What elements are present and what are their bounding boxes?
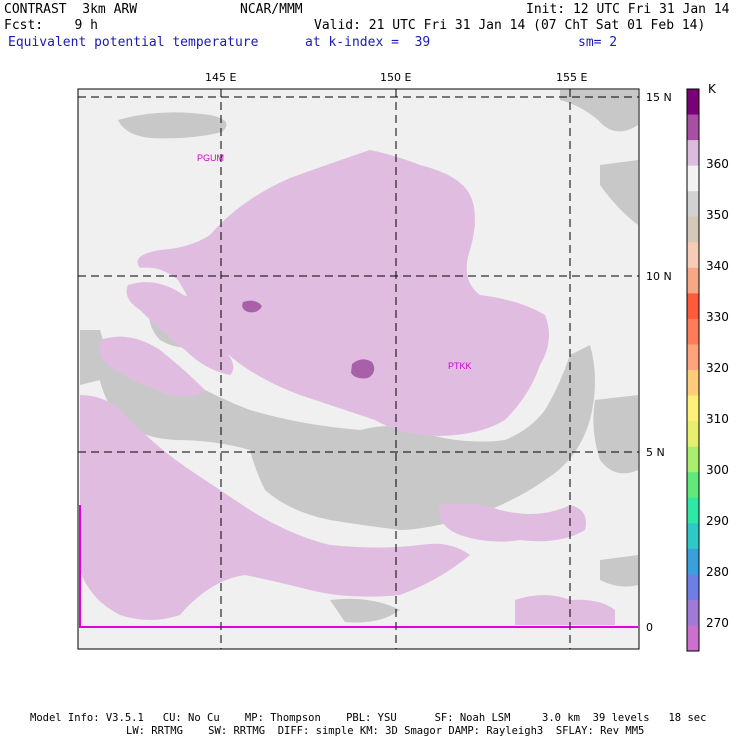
colorbar-label: 310 bbox=[706, 412, 729, 426]
valid-time: Valid: 21 UTC Fri 31 Jan 14 (07 ChT Sat … bbox=[314, 18, 706, 33]
colorbar-swatch bbox=[687, 370, 699, 397]
lon-label-145: 145 E bbox=[205, 71, 237, 84]
colorbar-swatch bbox=[687, 421, 699, 448]
colorbar-label: 270 bbox=[706, 616, 729, 630]
lat-label-5n: 5 N bbox=[646, 446, 665, 459]
colorbar-swatch bbox=[687, 191, 699, 218]
organization-label: NCAR/MMM bbox=[240, 2, 303, 17]
colorbar-label: 360 bbox=[706, 157, 729, 171]
colorbar-swatch bbox=[687, 497, 699, 524]
colorbar-swatch bbox=[687, 114, 699, 141]
theta-360-region bbox=[80, 150, 615, 625]
colorbar-label: 350 bbox=[706, 208, 729, 222]
colorbar-swatch bbox=[687, 625, 699, 652]
model-info-line1: Model Info: V3.5.1 CU: No Cu MP: Thompso… bbox=[30, 712, 707, 724]
lat-label-0: 0 bbox=[646, 621, 653, 634]
lat-lon-grid bbox=[78, 89, 639, 649]
colorbar-swatch bbox=[687, 318, 699, 345]
station-pgum: PGUM bbox=[197, 153, 224, 163]
colorbar-label: 330 bbox=[706, 310, 729, 324]
theta-370-region bbox=[242, 300, 375, 379]
colorbar-swatch bbox=[687, 344, 699, 371]
colorbar-unit: K bbox=[708, 82, 716, 96]
colorbar-swatch bbox=[687, 267, 699, 294]
lon-label-155: 155 E bbox=[556, 71, 588, 84]
colorbar-swatch bbox=[687, 395, 699, 422]
model-title: CONTRAST 3km ARW bbox=[4, 2, 138, 17]
colorbar-swatch bbox=[687, 446, 699, 473]
level-index: at k-index = 39 bbox=[305, 35, 431, 50]
colorbar-swatch bbox=[687, 140, 699, 167]
colorbar-swatch bbox=[687, 574, 699, 601]
colorbar-swatch bbox=[687, 89, 699, 116]
colorbar-label: 340 bbox=[706, 259, 729, 273]
colorbar-swatch bbox=[687, 216, 699, 243]
forecast-hour: Fcst: 9 h bbox=[4, 18, 98, 33]
lon-label-150: 150 E bbox=[380, 71, 412, 84]
colorbar bbox=[686, 88, 700, 652]
model-info-line2: LW: RRTMG SW: RRTMG DIFF: simple KM: 3D … bbox=[126, 725, 645, 737]
colorbar-swatch bbox=[687, 548, 699, 575]
colorbar-label: 290 bbox=[706, 514, 729, 528]
land-gray-areas bbox=[80, 90, 638, 623]
colorbar-border bbox=[686, 88, 700, 652]
smoothing-label: sm= 2 bbox=[578, 35, 618, 50]
map-panel: PGUM PTKK bbox=[77, 88, 640, 650]
equator-line bbox=[79, 505, 638, 628]
colorbar-swatch bbox=[687, 242, 699, 269]
init-time: Init: 12 UTC Fri 31 Jan 14 bbox=[526, 2, 730, 17]
colorbar-swatch bbox=[687, 523, 699, 550]
lat-label-10n: 10 N bbox=[646, 270, 672, 283]
colorbar-swatch bbox=[687, 472, 699, 499]
station-ptkk: PTKK bbox=[448, 361, 472, 371]
colorbar-swatch bbox=[687, 599, 699, 626]
colorbar-swatch bbox=[687, 165, 699, 192]
colorbar-label: 300 bbox=[706, 463, 729, 477]
lat-label-15n: 15 N bbox=[646, 91, 672, 104]
colorbar-swatch bbox=[687, 293, 699, 320]
colorbar-label: 280 bbox=[706, 565, 729, 579]
field-name: Equivalent potential temperature bbox=[8, 35, 259, 50]
colorbar-label: 320 bbox=[706, 361, 729, 375]
map-border bbox=[77, 88, 640, 650]
